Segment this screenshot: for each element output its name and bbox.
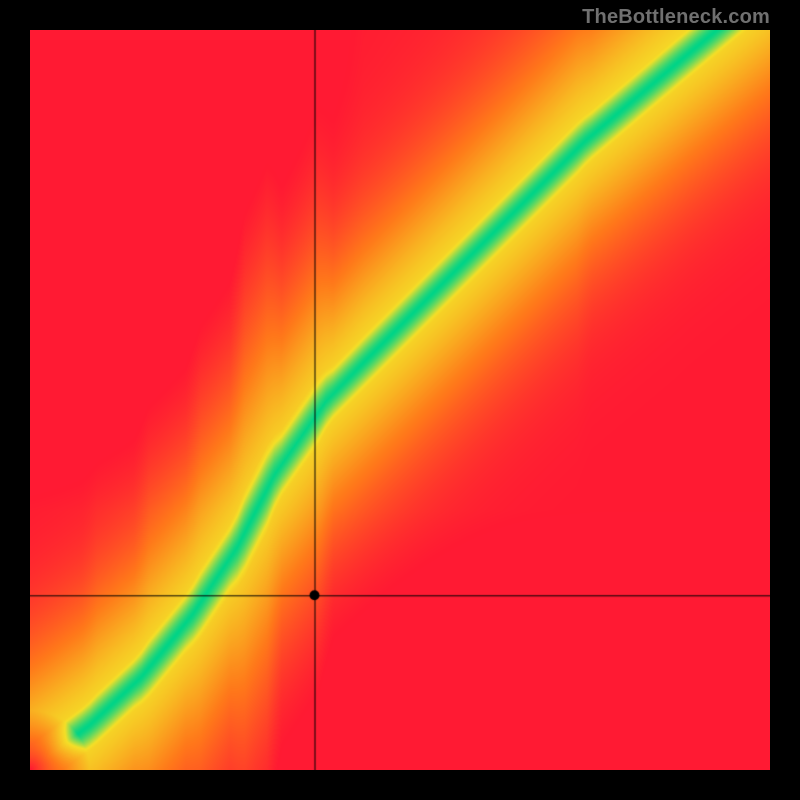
chart-container: TheBottleneck.com [0,0,800,800]
watermark-text: TheBottleneck.com [582,6,770,29]
heatmap-canvas [30,30,770,770]
heatmap-plot [30,30,770,770]
